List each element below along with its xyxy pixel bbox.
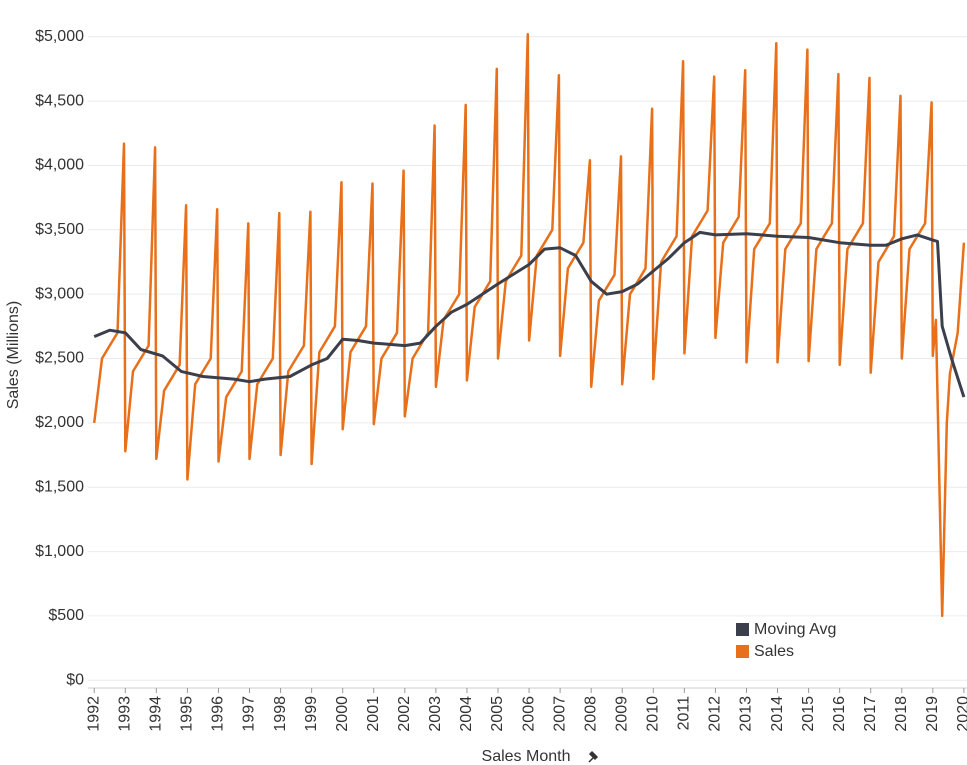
y-tick-label: $3,500 <box>35 221 84 238</box>
legend-swatch <box>736 645 749 658</box>
x-tick-label: 1997 <box>241 696 258 732</box>
y-tick-label: $4,500 <box>35 92 84 109</box>
series-line <box>93 230 966 398</box>
x-tick-label: 1995 <box>179 696 196 732</box>
legend: Moving Avg Sales <box>736 621 836 660</box>
x-tick-label: 1999 <box>303 696 320 732</box>
y-tick-label: $1,500 <box>35 478 84 495</box>
x-tick-label: 2017 <box>862 696 879 732</box>
x-tick-label: 2012 <box>707 696 724 732</box>
x-tick-label: 2019 <box>924 696 941 732</box>
x-tick-label: 2014 <box>769 696 786 732</box>
x-tick-label: 2020 <box>955 696 967 732</box>
x-tick-label: 1996 <box>210 696 227 732</box>
x-tick-label: 1992 <box>85 696 102 732</box>
x-tick-label: 2005 <box>489 696 506 732</box>
y-axis-title: Sales (Millions) <box>5 301 22 409</box>
y-tick-label: $5,000 <box>35 28 84 45</box>
x-tick-label: 2003 <box>427 696 444 732</box>
legend-label: Moving Avg <box>754 621 836 638</box>
x-tick-label: 1998 <box>272 696 289 732</box>
x-axis-title: Sales Month <box>482 748 571 765</box>
y-tick-label: $2,000 <box>35 414 84 431</box>
legend-label: Sales <box>754 643 794 660</box>
x-tick-label: 2006 <box>520 696 537 732</box>
y-tick-label: $4,000 <box>35 157 84 174</box>
series-line <box>92 32 966 618</box>
x-tick-label: 2004 <box>458 696 475 732</box>
x-tick-label: 2008 <box>582 696 599 732</box>
x-tick-label: 1993 <box>116 696 133 732</box>
x-tick-label: 2016 <box>831 696 848 732</box>
x-tick-label: 2011 <box>676 696 693 731</box>
x-tick-label: 1994 <box>148 696 165 732</box>
x-tick-label: 2000 <box>334 696 351 732</box>
y-tick-label: $500 <box>48 607 84 624</box>
y-tick-label: $3,000 <box>35 285 84 302</box>
x-tick-label: 2007 <box>551 696 568 732</box>
x-tick-label: 2010 <box>645 696 662 732</box>
x-tick-label: 2001 <box>365 696 382 732</box>
legend-swatch <box>736 623 749 636</box>
x-tick-label: 2009 <box>613 696 630 732</box>
x-tick-label: 2018 <box>893 696 910 732</box>
y-tick-label: $1,000 <box>35 543 84 560</box>
x-tick-label: 2015 <box>800 696 817 732</box>
x-tick-label: 2002 <box>396 696 413 732</box>
x-tick-label: 2013 <box>738 696 755 732</box>
pin-icon <box>588 750 599 763</box>
y-tick-label: $2,500 <box>35 350 84 367</box>
y-tick-label: $0 <box>66 671 84 688</box>
